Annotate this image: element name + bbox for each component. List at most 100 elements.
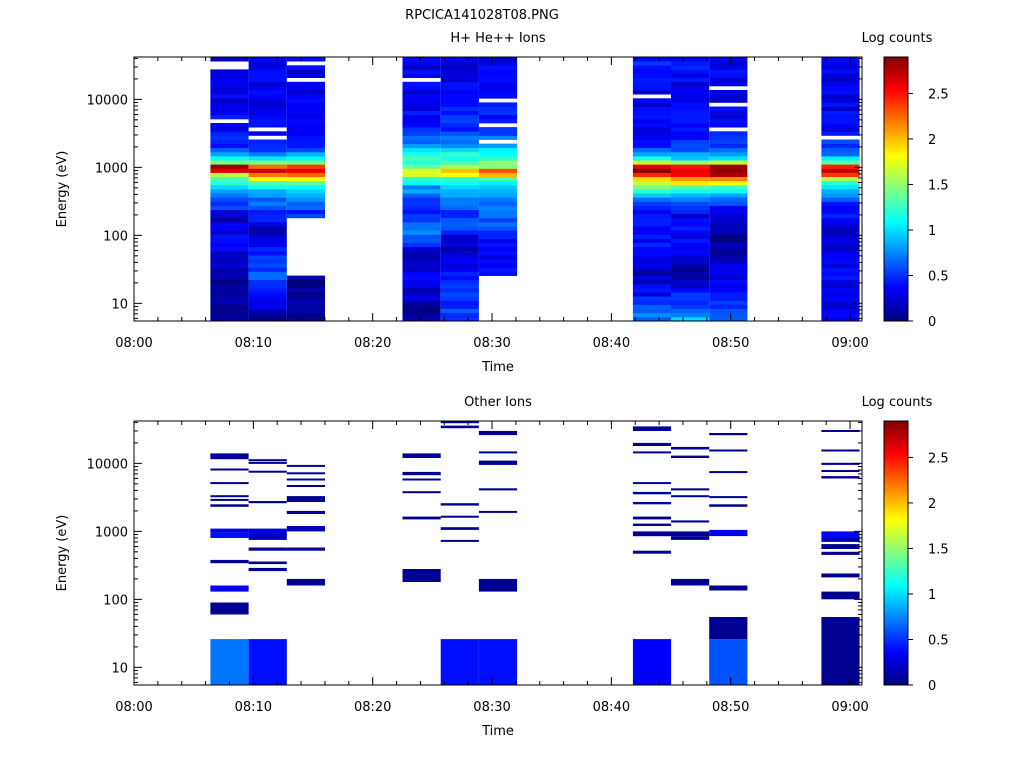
heatmap-cell [286,578,325,586]
heatmap-cell [709,275,748,281]
heatmap-cell [821,98,860,103]
heatmap-cell [440,114,479,120]
heatmap-cell [632,550,672,554]
heatmap-cell [632,65,672,70]
heatmap-cell [286,296,325,301]
heatmap-cell [632,61,672,66]
heatmap-cell [478,510,518,513]
y-tick-label: 10000 [87,93,128,108]
heatmap-cell [821,57,860,62]
heatmap-cell [709,263,748,268]
heatmap-cell [632,172,672,177]
heatmap-cell [210,504,249,507]
heatmap-cell [821,217,860,223]
heatmap-cell [478,77,518,83]
heatmap-cell [286,189,325,194]
heatmap-cell [402,131,441,136]
heatmap-cell [709,151,748,157]
time-column-5 [440,421,479,685]
time-column-2 [248,57,287,322]
heatmap-cell [671,114,710,120]
heatmap-cell [440,69,479,74]
heatmap-cell [210,217,249,223]
heatmap-cell [402,69,441,74]
heatmap-cell [632,426,672,431]
heatmap-cell [440,238,479,243]
heatmap-cell [478,460,518,465]
heatmap-cell [709,222,748,227]
heatmap-cell [210,292,249,297]
heatmap-cell [821,308,860,314]
heatmap-cell [478,57,518,62]
heatmap-cell [248,271,287,276]
heatmap-cell [632,151,672,157]
heatmap-cell [709,193,748,198]
heatmap-cell [210,164,249,169]
heatmap-cell [248,143,287,149]
heatmap-cell [248,259,287,264]
heatmap-cell [440,73,479,78]
heatmap-cell [821,538,860,542]
heatmap-cell [440,85,479,91]
heatmap-cell [821,316,860,322]
heatmap-cell [671,205,710,210]
heatmap-cell [709,143,748,149]
heatmap-cell [402,250,441,256]
heatmap-cell [440,288,479,293]
colorbar: 0 0.5 1 1.5 2 2.5 Log counts [862,31,949,330]
plot-frame [133,420,863,686]
time-column-8 [671,57,710,322]
heatmap-cell [709,135,748,140]
heatmap-cell [632,279,672,285]
heatmap-cell [402,147,441,153]
heatmap-cell [671,230,710,235]
heatmap-cell [671,292,710,297]
heatmap-cell [821,246,860,252]
heatmap-cell [440,193,479,198]
heatmap-cell [821,288,860,293]
heatmap-cell [402,102,441,107]
heatmap-cell [709,292,748,297]
heatmap-cell [632,312,672,318]
heatmap-cell [821,131,860,136]
heatmap-cells [210,421,860,685]
heatmap-cell [709,279,748,285]
heatmap-cell [210,639,249,685]
heatmap-cell [821,106,860,111]
heatmap-cell [632,57,672,62]
heatmap-cell [248,57,287,62]
heatmap-cell [821,73,860,78]
heatmap-cell [821,176,860,182]
heatmap-cell [478,102,518,107]
heatmap-cell [478,114,518,120]
heatmap-cell [671,151,710,157]
heatmap-cell [286,135,325,140]
heatmap-cell [402,156,441,161]
heatmap-cell [440,118,479,124]
heatmap-cell [286,464,325,467]
heatmap-cell [709,106,748,111]
heatmap-cell [632,451,672,454]
heatmap-cell [286,90,325,95]
heatmap-cell [671,488,710,491]
heatmap-cell [210,255,249,260]
heatmap-cell [709,471,748,474]
heatmap-cell [440,279,479,285]
heatmap-cell [440,123,479,128]
heatmap-cell [821,312,860,318]
colorbar-tick-label: 2.5 [928,87,949,102]
heatmap-cell [478,189,518,194]
heatmap-cell [671,308,710,314]
x-axis-label: Time [481,360,514,375]
heatmap-cell [709,131,748,136]
heatmap-cell [210,90,249,95]
heatmap-cell [210,226,249,231]
heatmap-cell [402,222,441,227]
x-tick-label: 09:00 [831,700,868,715]
heatmap-cell [402,201,441,206]
heatmap-cell [440,242,479,248]
heatmap-cell [709,123,748,128]
heatmap-cell [440,217,479,223]
heatmap-cell [709,197,748,202]
